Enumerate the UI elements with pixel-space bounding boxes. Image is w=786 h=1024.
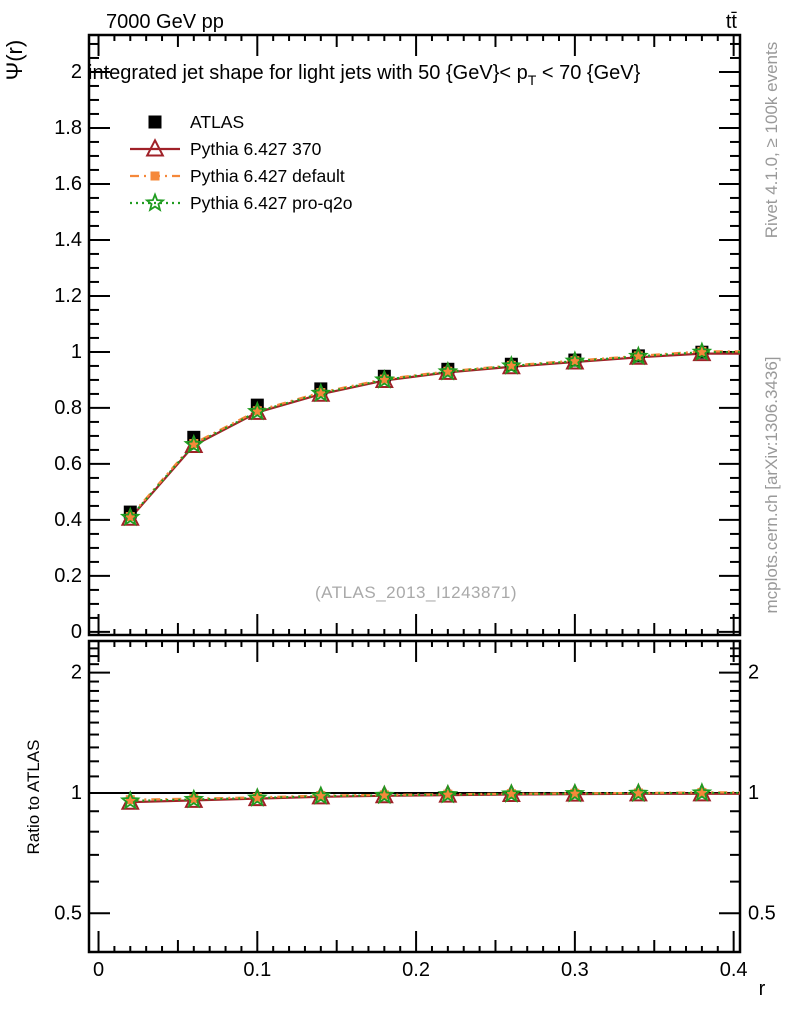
series-marker <box>246 400 268 421</box>
x-tick-label: 0.1 <box>243 959 271 981</box>
series-marker <box>119 790 141 810</box>
mcplots-arxiv-label: mcplots.cern.ch [arXiv:1306.3436] <box>762 356 781 613</box>
series-marker <box>150 171 160 181</box>
series-marker <box>316 388 326 398</box>
series-marker <box>633 351 643 361</box>
series-marker <box>500 355 522 375</box>
top-panel-frame <box>87 33 742 637</box>
generated-chart-layer: 0 0.2 0.4 0.6 0.8 1 1.2 1.4 1.6 1.8 2 0.5 0.5 1 1 2 2 0 0.… <box>54 33 776 981</box>
series-marker <box>316 791 326 801</box>
series-line <box>129 351 740 519</box>
ratio-y-axis-title: Ratio to ATLAS <box>24 740 43 855</box>
x-tick-label: 0 <box>93 959 104 981</box>
series-line <box>129 350 740 518</box>
series-marker <box>125 512 135 522</box>
series-line <box>130 791 740 802</box>
series-marker <box>443 366 453 376</box>
top-series-lines <box>129 350 740 519</box>
series-marker <box>189 794 199 804</box>
x-ticks <box>97 641 735 952</box>
series-marker <box>189 438 199 448</box>
y-tick-label: 0.8 <box>54 397 82 419</box>
series-marker <box>373 369 395 389</box>
x-ticks <box>97 35 735 635</box>
series-marker <box>697 787 707 797</box>
plot-title-post: < 70 {GeV} <box>536 62 640 84</box>
process-label: tt̄ <box>726 11 738 33</box>
series-marker <box>310 785 332 805</box>
y-tick-label: 1.8 <box>54 117 82 139</box>
x-tick-label: 0.2 <box>402 959 430 981</box>
series-marker <box>246 787 268 807</box>
y-tick-label: 0.6 <box>54 453 82 475</box>
top-series-markers <box>119 341 713 527</box>
plot-title-subscript: T <box>528 72 537 88</box>
series-marker <box>119 506 141 527</box>
series-marker <box>144 192 166 212</box>
series-marker <box>691 782 713 802</box>
y-tick-label: 2 <box>71 61 82 83</box>
top-y-tick-labels: 0 0.2 0.4 0.6 0.8 1 1.2 1.4 1.6 1.8 2 <box>54 61 82 643</box>
series-marker <box>564 782 586 803</box>
series-marker <box>506 360 516 370</box>
legend-label-pythia-370: Pythia 6.427 370 <box>190 139 322 159</box>
y-tick-label: 1 <box>748 782 759 804</box>
plot-title-pre: integrated jet shape for light jets with… <box>88 62 528 84</box>
series-marker <box>148 115 162 129</box>
y-tick-label: 2 <box>71 662 82 684</box>
x-tick-label: 0.4 <box>720 959 748 981</box>
x-axis-title: r <box>759 978 766 1000</box>
series-marker <box>633 788 643 798</box>
series-line <box>129 352 740 519</box>
series-marker <box>379 790 389 800</box>
y-tick-label: 1 <box>71 782 82 804</box>
y-tick-label: 0.2 <box>54 565 82 587</box>
series-marker <box>570 788 580 798</box>
legend-label-pythia-pro-q2o: Pythia 6.427 pro-q2o <box>190 193 352 213</box>
ratio-panel-frame <box>87 639 742 954</box>
series-marker <box>506 789 516 799</box>
plot-title: integrated jet shape for light jets with… <box>88 62 641 88</box>
series-marker <box>252 406 262 416</box>
y-tick-label: 0.5 <box>54 902 82 924</box>
series-marker <box>252 792 262 802</box>
series-marker <box>373 784 395 805</box>
top-y-ticks <box>89 42 740 633</box>
series-marker <box>500 783 522 803</box>
series-marker <box>691 341 713 362</box>
y-tick-label: 1.6 <box>54 173 82 195</box>
series-marker <box>125 795 135 805</box>
series-marker <box>628 345 649 366</box>
top-y-axis-title: Ψ(r) <box>2 40 27 80</box>
legend-glyphs <box>130 115 180 212</box>
series-marker <box>145 138 165 157</box>
series-marker <box>183 433 205 454</box>
series-marker <box>570 356 580 366</box>
series-marker <box>310 382 332 403</box>
series-marker <box>379 374 389 384</box>
legend-label-pythia-default: Pythia 6.427 default <box>190 166 345 186</box>
y-tick-label: 0.4 <box>54 509 82 531</box>
beam-energy-label: 7000 GeV pp <box>106 11 224 33</box>
analysis-id-watermark: (ATLAS_2013_I1243871) <box>315 583 517 602</box>
y-tick-label: 1.4 <box>54 229 82 251</box>
y-tick-label: 1.2 <box>54 285 82 307</box>
series-marker <box>437 360 459 381</box>
rivet-version-label: Rivet 4.1.0, ≥ 100k events <box>762 42 781 238</box>
series-marker <box>697 346 707 356</box>
y-tick-label: 0 <box>71 621 82 643</box>
x-tick-label: 0.3 <box>561 959 589 981</box>
series-marker <box>437 783 459 804</box>
series-marker <box>443 789 453 799</box>
series-marker <box>183 788 205 809</box>
series-marker <box>564 350 586 370</box>
y-tick-label: 2 <box>748 662 759 684</box>
ratio-series <box>89 782 740 810</box>
series-marker <box>628 782 649 803</box>
y-tick-label: 1 <box>71 341 82 363</box>
y-tick-label: 0.5 <box>748 902 776 924</box>
legend-label-atlas: ATLAS <box>190 112 244 132</box>
